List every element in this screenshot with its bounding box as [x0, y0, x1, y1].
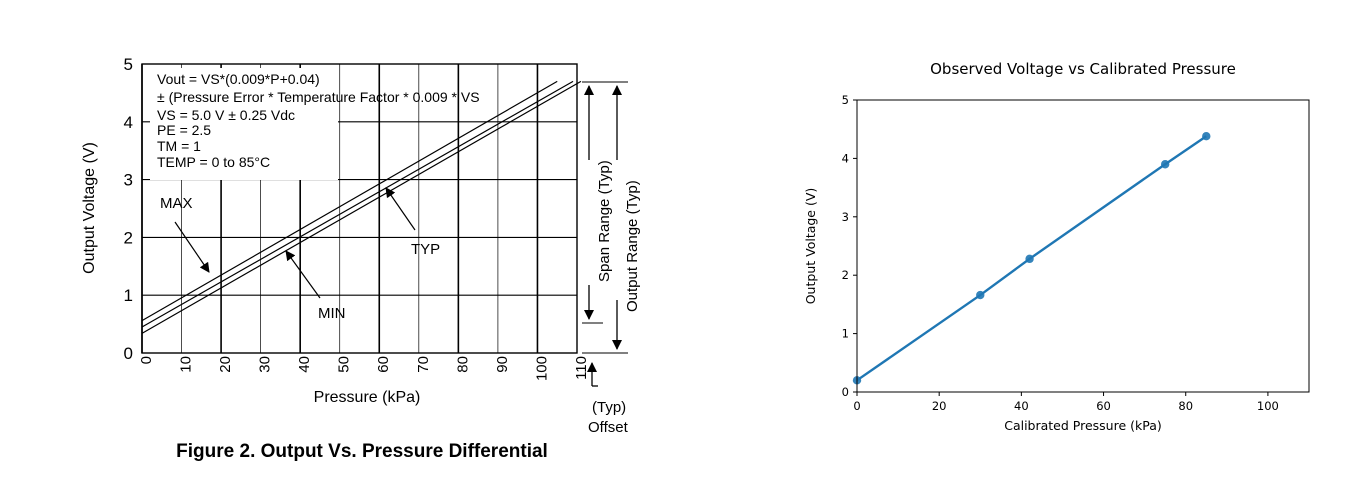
offset-label: Offset — [588, 419, 629, 436]
arrow-typ — [385, 187, 416, 231]
annotation-line-6: TEMP = 0 to 85°C — [157, 154, 270, 170]
series-label-typ: TYP — [411, 241, 440, 258]
axis-ticks — [853, 99, 1269, 396]
y-axis-label: Output Voltage (V) — [81, 142, 98, 274]
x-axis-label: Pressure (kPa) — [314, 389, 421, 406]
x-tick-label-100: 100 — [1257, 399, 1279, 413]
arrow-min — [285, 250, 321, 299]
output-range-label: Output Range (Typ) — [624, 180, 641, 312]
y-tick-label-5: 5 — [124, 55, 133, 74]
x-tick-label-20: 20 — [217, 356, 234, 373]
data-point-1 — [976, 290, 985, 300]
x-tick-labels: 0 10 20 30 40 50 60 70 80 90 100 110 — [138, 356, 590, 381]
series-line-typ — [141, 80, 574, 328]
y-tick-label-1: 1 — [842, 327, 849, 341]
x-tick-label-60: 60 — [375, 356, 392, 373]
x-tick-label-70: 70 — [415, 356, 432, 373]
y-tick-labels: 0 1 2 3 4 5 — [124, 55, 133, 363]
data-point-2 — [1025, 254, 1034, 264]
x-tick-label-0: 0 — [138, 356, 155, 364]
y-tick-labels: 0 1 2 3 4 5 — [842, 93, 849, 399]
figure-caption: Figure 2. Output Vs. Pressure Differenti… — [176, 441, 548, 462]
data-point-4 — [1202, 132, 1211, 141]
x-tick-label-10: 10 — [178, 356, 195, 373]
x-tick-label-110: 110 — [573, 356, 590, 380]
x-tick-labels: 0 20 40 60 80 100 — [853, 399, 1279, 413]
x-tick-label-80: 80 — [454, 356, 471, 373]
x-tick-label-60: 60 — [1096, 399, 1111, 413]
y-axis-label: Output Voltage (V) — [803, 188, 818, 305]
chart-title: Observed Voltage vs Calibrated Pressure — [930, 60, 1236, 78]
x-tick-label-100: 100 — [533, 356, 550, 381]
x-tick-label-40: 40 — [1014, 399, 1029, 413]
x-axis-label: Calibrated Pressure (kPa) — [1004, 418, 1162, 433]
y-tick-label-1: 1 — [124, 286, 133, 305]
x-tick-label-20: 20 — [932, 399, 947, 413]
series-label-max: MAX — [160, 195, 193, 212]
y-tick-label-4: 4 — [124, 113, 133, 132]
y-tick-label-4: 4 — [842, 151, 849, 165]
annotation-line-1: Vout = VS*(0.009*P+0.04) — [157, 71, 320, 87]
plot-frame — [856, 99, 1310, 393]
annotation-line-2: ± (Pressure Error * Temperature Factor *… — [157, 89, 480, 105]
y-tick-label-3: 3 — [842, 210, 849, 224]
x-tick-label-80: 80 — [1178, 399, 1193, 413]
y-tick-label-5: 5 — [842, 93, 849, 107]
plot-frame — [141, 63, 578, 354]
series-lines — [141, 80, 582, 334]
y-tick-label-2: 2 — [842, 268, 849, 282]
y-tick-label-0: 0 — [124, 344, 133, 363]
x-tick-label-30: 30 — [257, 356, 274, 373]
y-tick-label-3: 3 — [124, 171, 133, 190]
annotation-line-5: TM = 1 — [157, 138, 201, 154]
annotation-line-4: PE = 2.5 — [157, 122, 211, 138]
x-tick-label-50: 50 — [336, 356, 353, 373]
annotation-box-bg — [150, 68, 338, 180]
series-line-min — [141, 80, 582, 334]
datasheet-chart: 0 10 20 30 40 50 60 70 80 90 100 110 0 1 2 3 4 5 Vout = … — [81, 55, 641, 462]
observed-chart: 0 20 40 60 80 100 0 1 2 3 4 5 Observed Voltage vs … — [803, 60, 1310, 433]
x-tick-label-0: 0 — [853, 399, 860, 413]
y-tick-label-0: 0 — [842, 385, 849, 399]
x-tick-label-40: 40 — [296, 356, 313, 373]
y-tick-label-2: 2 — [124, 228, 133, 247]
span-range-label: Span Range (Typ) — [596, 160, 613, 282]
series-label-min: MIN — [318, 305, 346, 322]
offset-label-typ: (Typ) — [592, 399, 626, 416]
x-tick-label-90: 90 — [494, 356, 511, 373]
series-line-max — [141, 80, 558, 322]
arrow-max — [174, 221, 210, 273]
annotation-line-3: VS = 5.0 V ± 0.25 Vdc — [157, 107, 295, 123]
data-point-3 — [1160, 160, 1170, 169]
